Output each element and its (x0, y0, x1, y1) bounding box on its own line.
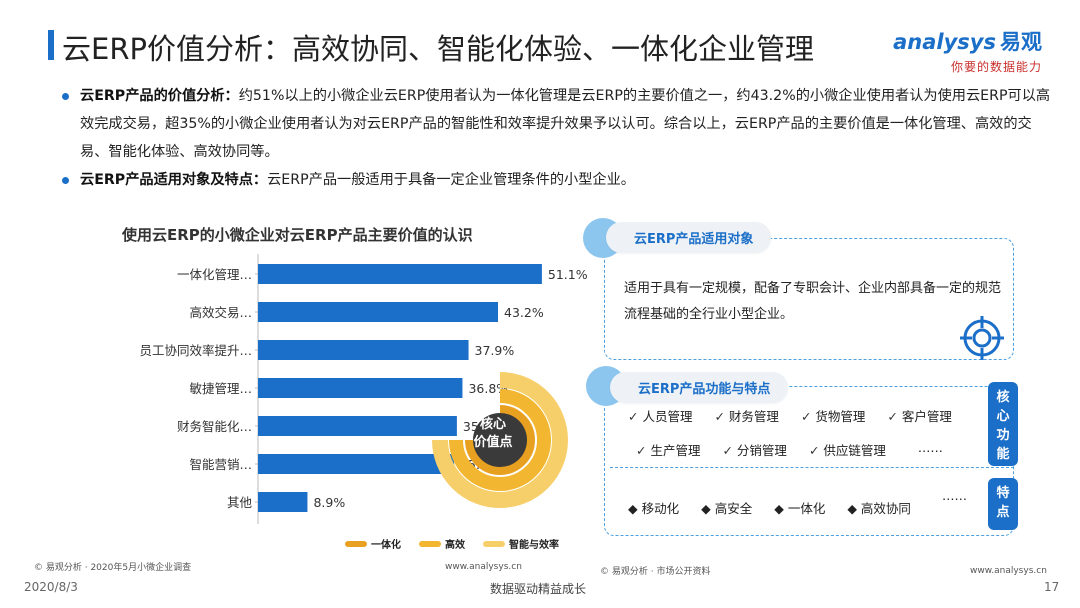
bullet-value-analysis: 云ERP产品的价值分析：约51%以上的小微企业云ERP使用者认为一体化管理是云E… (60, 82, 1060, 166)
category-label: 一体化管理… (177, 267, 252, 282)
bullet-1-text: 约51%以上的小微企业云ERP使用者认为一体化管理是云ERP的主要价值之一，约4… (80, 88, 1051, 160)
legend-item: 一体化 (345, 536, 401, 551)
bar (258, 454, 455, 474)
target-icon (960, 316, 1004, 360)
core-label-line1: 核心 (479, 417, 506, 432)
function-item: 财务管理 (714, 406, 779, 425)
category-label: 高效交易… (189, 305, 252, 320)
suitable-pill: 云ERP产品适用对象 (606, 222, 772, 253)
chart-title: 使用云ERP的小微企业对云ERP产品主要价值的认识 (122, 226, 473, 244)
bar (258, 416, 457, 436)
functions-more: …… (917, 440, 943, 455)
features-divider (610, 467, 1014, 468)
trait-item: 移动化 (628, 498, 680, 517)
bar-value-label: 8.9% (313, 495, 345, 510)
bar (258, 378, 463, 398)
bar-value-label: 36.8% (468, 381, 508, 396)
bar (258, 302, 498, 322)
footer-slogan: 数据驱动精益成长 (490, 582, 587, 596)
core-value-label: 核心 价值点 (463, 416, 523, 452)
legend-item: 高效 (419, 536, 465, 551)
page-title: 云ERP价值分析：高效协同、智能化体验、一体化企业管理 (62, 32, 814, 66)
functions-row-1: 人员管理 财务管理 货物管理 客户管理 (628, 406, 952, 425)
bar-chart: 一体化管理… 51.1% 高效交易… 43.2% 员工协同效率提升… 37.9% 敏捷管理…… (139, 254, 588, 524)
feature-tag-text: 特点 (996, 486, 1010, 520)
bullet-1-heading: 云ERP产品的价值分析： (80, 88, 239, 104)
core-center (473, 413, 527, 467)
logo-wordmark: analysys 易观 (893, 26, 1042, 56)
footer-date: 2020/8/3 (24, 580, 78, 594)
traits-row: 移动化 高安全 一体化 高效协同 (628, 498, 911, 517)
function-item: 分销管理 (722, 440, 787, 459)
logo-name: nalysys (907, 30, 996, 54)
legend-label: 智能与效率 (509, 540, 559, 551)
category-label: 智能营销… (189, 457, 252, 472)
legend-swatch (483, 540, 505, 547)
ring-efficiency (449, 389, 551, 491)
suitable-panel (604, 238, 1014, 360)
legend-item: 智能与效率 (483, 536, 559, 551)
legend-label: 高效 (445, 540, 465, 551)
title-accent-bar (48, 30, 54, 60)
bullet-2-text: 云ERP产品一般适用于具备一定企业管理条件的小型企业。 (267, 172, 635, 188)
bar (258, 492, 308, 512)
logo-prefix: a (893, 30, 908, 54)
core-value-rings (432, 372, 568, 508)
page-number: 17 (1044, 580, 1060, 594)
traits-more: …… (942, 488, 967, 503)
legend-swatch (345, 540, 367, 547)
bar-value-label: 43.2% (504, 305, 544, 320)
chart-source: © 易观分析 · 2020年5月小微企业调查 (34, 563, 192, 573)
bar (258, 264, 542, 284)
feature-tag: 特点 (988, 478, 1018, 530)
function-item: 货物管理 (801, 406, 865, 425)
logo-slogan: 你要的数据能力 (950, 60, 1042, 74)
bullet-2-heading: 云ERP产品适用对象及特点： (80, 172, 268, 188)
trait-item: 高安全 (701, 498, 753, 517)
features-pill: 云ERP产品功能与特点 (610, 372, 789, 403)
function-item: 生产管理 (636, 440, 700, 459)
core-function-tag: 核心功能 (988, 382, 1018, 466)
bullet-target-users: 云ERP产品适用对象及特点：云ERP产品一般适用于具备一定企业管理条件的小型企业… (60, 166, 1060, 194)
category-label: 员工协同效率提升… (139, 343, 252, 358)
features-site: www.analysys.cn (970, 566, 1047, 576)
legend-swatch (419, 540, 441, 547)
trait-item: 一体化 (774, 498, 826, 517)
logo-cn: 易观 (1000, 30, 1042, 54)
trait-item: 高效协同 (847, 498, 911, 517)
category-label: 敏捷管理… (189, 381, 252, 396)
bar-value-label: 37.9% (475, 343, 515, 358)
functions-row-2: 生产管理 分销管理 供应链管理 …… (636, 440, 943, 459)
suitable-text: 适用于具有一定规模，配备了专职会计、企业内部具备一定的规范流程基础的全行业小型企… (624, 281, 1002, 322)
summary-bullets: 云ERP产品的价值分析：约51%以上的小微企业云ERP使用者认为一体化管理是云E… (60, 82, 1060, 194)
bar (258, 340, 469, 360)
chart-site: www.analysys.cn (445, 562, 522, 572)
core-function-tag-text: 核心功能 (996, 390, 1010, 462)
features-source: © 易观分析 · 市场公开资料 (600, 567, 711, 577)
ring-integration (465, 405, 535, 475)
core-label-line2: 价值点 (473, 435, 513, 450)
function-item: 供应链管理 (809, 440, 886, 459)
bar-value-label: 51.1% (548, 267, 588, 282)
category-label: 其他 (227, 495, 253, 510)
ring-intelligence (432, 372, 568, 508)
function-item: 人员管理 (628, 406, 692, 425)
function-item: 客户管理 (887, 406, 952, 425)
category-label: 财务智能化… (177, 419, 252, 434)
legend-label: 一体化 (371, 540, 401, 551)
brand-logo: analysys 易观 你要的数据能力 (893, 26, 1042, 75)
core-value-legend: 一体化 高效 智能与效率 (345, 536, 559, 551)
